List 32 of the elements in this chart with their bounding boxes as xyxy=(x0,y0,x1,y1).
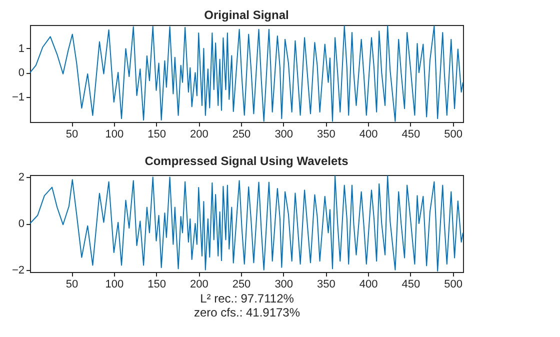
line-series xyxy=(30,175,464,272)
x-tick-label: 300 xyxy=(274,278,294,290)
x-tick-label: 250 xyxy=(232,278,251,290)
y-tick-label: 0 xyxy=(18,67,24,80)
x-tick-label: 400 xyxy=(359,128,378,140)
x-tick-label: 300 xyxy=(274,128,294,140)
text: zero cfs.: 41.9173% xyxy=(194,306,300,320)
text: L² rec.: 97.7112% xyxy=(200,292,294,306)
x-tick-label: 200 xyxy=(190,278,208,290)
chart-title: Compressed Signal Using Wavelets xyxy=(144,154,349,168)
x-tick-label: 450 xyxy=(402,278,420,290)
y-tick-label: 0 xyxy=(18,218,24,230)
y-tick-label: 2 xyxy=(18,172,24,184)
x-tick-label: 150 xyxy=(148,278,166,290)
x-tick-label: 50 xyxy=(66,278,78,290)
x-tick-label: 450 xyxy=(402,128,420,140)
x-tick-label: 100 xyxy=(105,128,124,140)
x-tick-label: 250 xyxy=(232,128,251,140)
x-tick-label: 400 xyxy=(359,278,378,290)
x-tick-label: 500 xyxy=(444,278,463,290)
x-tick-label: 500 xyxy=(444,128,463,140)
y-tick-label: 1 xyxy=(18,42,24,55)
x-tick-label: 350 xyxy=(317,128,336,140)
x-tick-label: 100 xyxy=(105,278,124,290)
x-tick-label: 50 xyxy=(66,128,78,140)
x-tick-label: 350 xyxy=(317,278,336,290)
x-tick-label: 150 xyxy=(148,128,166,140)
chart-title: Original Signal xyxy=(204,8,289,22)
x-tick-label: 200 xyxy=(190,128,208,140)
y-tick-label: −1 xyxy=(12,91,24,104)
line-series xyxy=(30,25,464,122)
y-tick-label: −2 xyxy=(12,264,24,276)
